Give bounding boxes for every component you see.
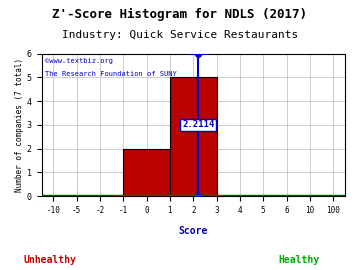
Text: Unhealthy: Unhealthy xyxy=(24,255,77,265)
Bar xyxy=(170,77,217,196)
Text: The Research Foundation of SUNY: The Research Foundation of SUNY xyxy=(45,71,176,77)
Text: Industry: Quick Service Restaurants: Industry: Quick Service Restaurants xyxy=(62,30,298,40)
Y-axis label: Number of companies (7 total): Number of companies (7 total) xyxy=(15,58,24,192)
X-axis label: Score: Score xyxy=(179,226,208,236)
Text: Healthy: Healthy xyxy=(278,255,319,265)
Text: ©www.textbiz.org: ©www.textbiz.org xyxy=(45,58,113,64)
Text: 2.2114: 2.2114 xyxy=(182,120,214,129)
Text: Z'-Score Histogram for NDLS (2017): Z'-Score Histogram for NDLS (2017) xyxy=(53,8,307,21)
Bar xyxy=(123,149,170,196)
